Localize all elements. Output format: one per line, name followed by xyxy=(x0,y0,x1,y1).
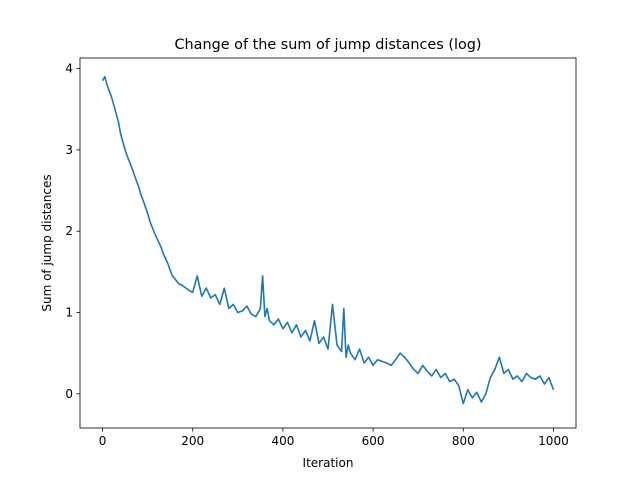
x-tick-label: 1000 xyxy=(538,434,569,448)
chart-title: Change of the sum of jump distances (log… xyxy=(174,37,481,53)
x-tick-label: 800 xyxy=(452,434,475,448)
x-tick-label: 400 xyxy=(271,434,294,448)
y-tick-label: 1 xyxy=(65,306,73,320)
x-axis-label: Iteration xyxy=(303,456,354,470)
y-tick-label: 0 xyxy=(65,387,73,401)
y-axis-label: Sum of jump distances xyxy=(40,174,54,311)
x-ticks: 0 200 400 600 800 1000 xyxy=(99,428,569,448)
x-tick-label: 600 xyxy=(362,434,385,448)
x-tick-label: 200 xyxy=(181,434,204,448)
y-tick-label: 3 xyxy=(65,143,73,157)
y-tick-label: 2 xyxy=(65,224,73,238)
y-ticks: 0 1 2 3 4 xyxy=(65,62,80,401)
plot-area xyxy=(101,75,555,405)
axes-frame xyxy=(79,57,577,429)
x-tick-label: 0 xyxy=(99,434,107,448)
series-line-0 xyxy=(101,75,555,405)
y-tick-label: 4 xyxy=(65,62,73,76)
